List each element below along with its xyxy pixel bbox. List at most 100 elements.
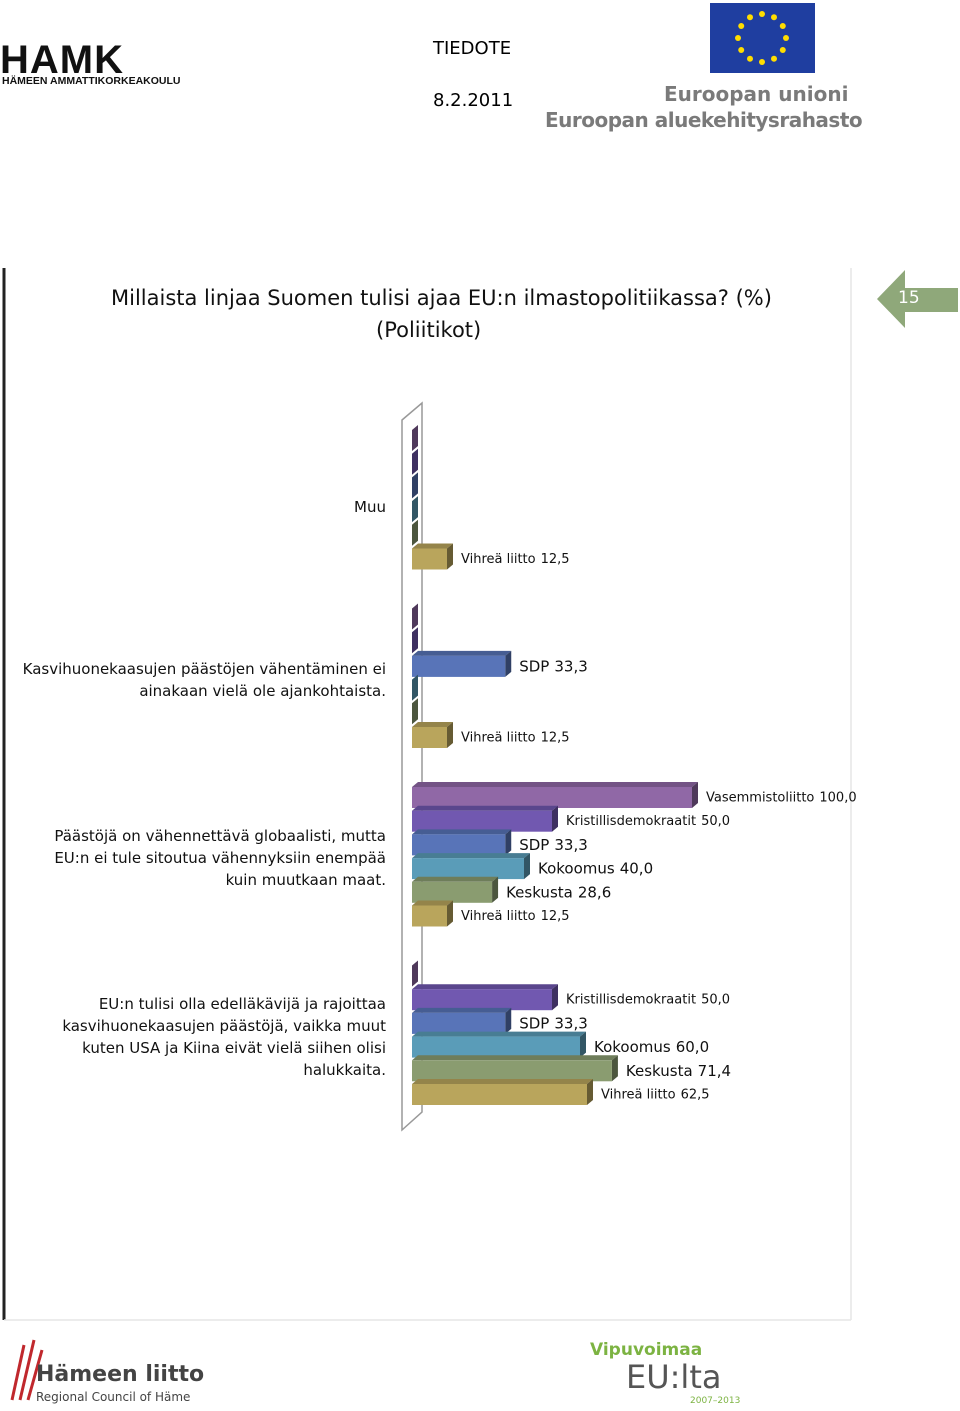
bar: [412, 810, 552, 832]
eu-star: [779, 47, 786, 53]
data-label-value: 12,5: [541, 730, 570, 745]
category-label: Kasvihuonekaasujen päästöjen vähentämine…: [22, 659, 386, 700]
data-label-name: Keskusta: [506, 883, 573, 901]
bar-top: [412, 984, 558, 990]
data-label: SDP 33,3: [519, 1014, 588, 1032]
bar-side: [412, 472, 418, 499]
data-label: Kokoomus 60,0: [594, 1038, 709, 1056]
doc-type: TIEDOTE: [433, 38, 512, 59]
bar: [412, 858, 524, 880]
data-label: Vihreä liitto 12,5: [461, 909, 570, 924]
footer-right-title: Vipuvoimaa: [590, 1340, 703, 1360]
data-label-name: Vihreä liitto: [461, 909, 536, 924]
bar-top: [412, 543, 453, 549]
eu-star: [735, 35, 741, 41]
data-label-value: 33,3: [554, 1014, 587, 1032]
bar-side: [505, 650, 512, 677]
data-label-value: 50,0: [701, 992, 730, 1007]
eu-star: [747, 14, 753, 21]
data-label-name: SDP: [519, 835, 549, 853]
data-label: SDP 33,3: [519, 835, 588, 853]
bar-side: [412, 627, 418, 654]
chart-title: Millaista linjaa Suomen tulisi ajaa EU:n…: [111, 286, 772, 310]
data-label-name: Kokoomus: [594, 1038, 671, 1056]
data-label-name: Vihreä liitto: [601, 1087, 676, 1102]
logo-sub: HÄMEEN AMMATTIKORKEAKOULU: [2, 75, 181, 87]
bar-top: [412, 650, 512, 656]
bar-top: [412, 1031, 586, 1037]
bar-top: [412, 829, 512, 835]
footer-right-years: 2007–2013: [690, 1396, 741, 1406]
bar: [412, 1036, 580, 1058]
bar-side: [412, 603, 418, 630]
bar-side: [412, 496, 418, 523]
data-label: SDP 33,3: [519, 657, 588, 675]
data-label-value: 12,5: [541, 909, 570, 924]
data-label-name: SDP: [519, 1014, 549, 1032]
bar: [412, 1084, 587, 1105]
data-label-name: Kristillisdemokraatit: [566, 814, 696, 829]
data-label-value: 28,6: [578, 883, 611, 901]
page-arrow: [877, 270, 958, 328]
bar: [412, 905, 447, 927]
bar: [412, 787, 692, 808]
logo: HAMK: [0, 38, 124, 82]
data-label: Vihreä liitto 12,5: [461, 552, 570, 567]
bar-side: [412, 425, 418, 451]
data-label: Keskusta 71,4: [626, 1061, 731, 1079]
data-label-value: 33,3: [554, 657, 587, 675]
data-label: Vasemmistoliitto 100,0: [706, 790, 857, 805]
bar-top: [412, 1007, 512, 1013]
eu-star: [783, 35, 789, 41]
chart-subtitle: (Poliitikot): [376, 318, 482, 342]
footer-right-main: EU:lta: [626, 1358, 722, 1396]
bar-top: [412, 782, 698, 787]
page-number: 15: [898, 288, 920, 308]
data-label: Kristillisdemokraatit 50,0: [566, 814, 730, 829]
bar-side: [412, 519, 418, 546]
data-label-value: 12,5: [541, 552, 570, 567]
bar-side: [552, 805, 558, 832]
data-label-value: 100,0: [819, 790, 856, 805]
data-label-value: 62,5: [681, 1087, 710, 1102]
bar-side: [587, 1079, 593, 1105]
bar-side: [412, 698, 418, 725]
date: 8.2.2011: [433, 90, 514, 111]
data-label-name: Kristillisdemokraatit: [566, 992, 696, 1007]
bar-side: [447, 900, 453, 927]
bar-top: [412, 876, 499, 882]
bar-side: [692, 782, 698, 808]
hame-mark: [10, 1339, 44, 1401]
footer-left-title: Hämeen liitto: [36, 1362, 205, 1387]
bar-side: [505, 829, 512, 856]
bar-side: [505, 1007, 512, 1034]
bar-top: [412, 1079, 593, 1084]
category-label: Muu: [354, 498, 386, 517]
bar: [412, 655, 506, 677]
bar-side: [447, 722, 453, 748]
bar: [412, 881, 493, 903]
data-label-value: 40,0: [620, 859, 653, 877]
eu-line2: Euroopan aluekehitysrahasto: [545, 108, 863, 132]
eu-star: [759, 11, 765, 17]
category-label: Päästöjä on vähennettävä globaalisti, mu…: [54, 827, 386, 890]
data-label-value: 71,4: [698, 1061, 731, 1079]
data-label-name: Vihreä liitto: [461, 552, 536, 567]
bar-top: [412, 1055, 618, 1061]
bar-side: [552, 984, 558, 1011]
bar-side: [492, 876, 499, 903]
eu-star: [779, 23, 786, 29]
bar: [412, 1060, 612, 1082]
data-label: Keskusta 28,6: [506, 883, 611, 901]
data-label: Vihreä liitto 62,5: [601, 1087, 710, 1102]
data-label-name: Vasemmistoliitto: [706, 790, 814, 805]
bar-side: [412, 448, 418, 475]
data-label-name: Vihreä liitto: [461, 730, 536, 745]
chart-wall: [401, 401, 423, 1132]
bar-side: [611, 1055, 618, 1082]
data-label-name: Kokoomus: [538, 859, 615, 877]
eu-star: [738, 47, 745, 53]
bar: [412, 834, 506, 856]
